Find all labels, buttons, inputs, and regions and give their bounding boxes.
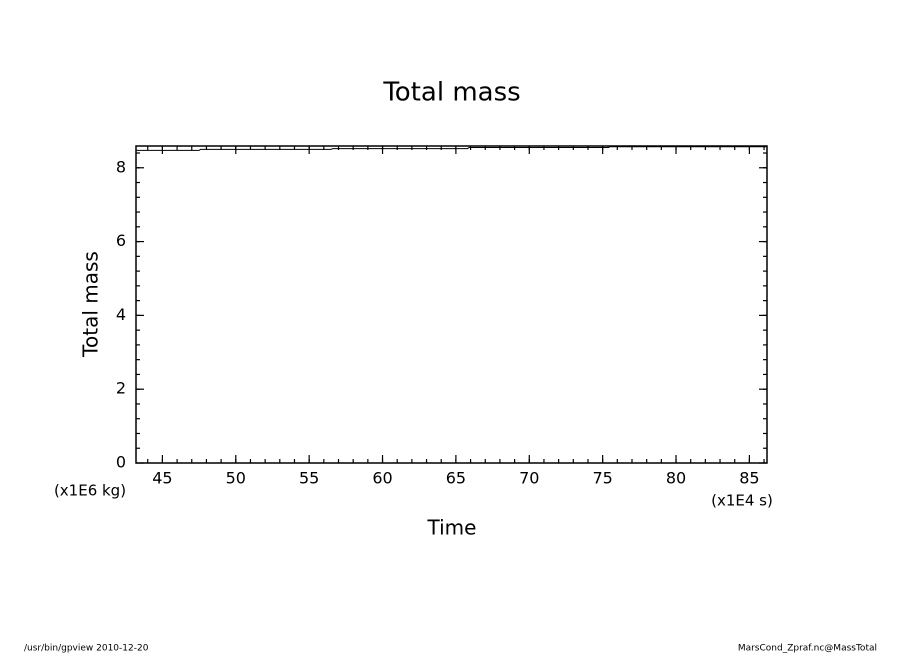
x-tick-label: 55 <box>299 469 319 488</box>
y-tick-label: 8 <box>116 157 126 176</box>
x-axis-label: Time <box>427 516 477 540</box>
y-axis-label: Total mass <box>79 251 103 358</box>
x-tick-label: 75 <box>592 469 612 488</box>
x-tick-label: 80 <box>666 469 686 488</box>
x-unit: (x1E4 s) <box>711 492 773 510</box>
x-tick-label: 50 <box>226 469 246 488</box>
x-tick-label: 60 <box>372 469 392 488</box>
y-tick-label: 2 <box>116 379 126 398</box>
y-tick-label: 4 <box>116 305 126 324</box>
plot-frame <box>135 145 768 464</box>
x-tick-label: 65 <box>446 469 466 488</box>
y-tick-label: 0 <box>116 453 126 472</box>
footer-left: /usr/bin/gpview 2010-12-20 <box>24 644 149 654</box>
x-tick-label: 85 <box>739 469 759 488</box>
x-tick-label: 70 <box>519 469 539 488</box>
chart-title: Total mass <box>382 78 520 108</box>
x-tick-label: 45 <box>152 469 172 488</box>
y-tick-label: 6 <box>116 231 126 250</box>
y-unit: (x1E6 kg) <box>54 482 126 500</box>
footer-right: MarsCond_Zpraf.nc@MassTotal <box>738 644 877 654</box>
data-line <box>136 146 767 151</box>
